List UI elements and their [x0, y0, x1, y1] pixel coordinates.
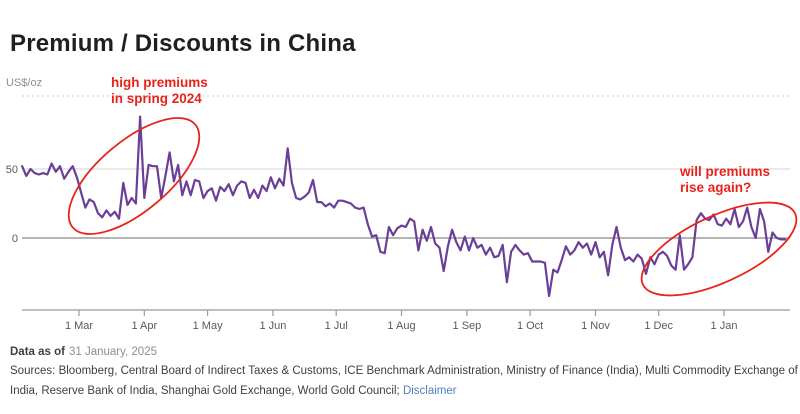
annotation-line: in spring 2024 [111, 91, 202, 106]
x-tick-label: 1 Mar [65, 320, 93, 332]
annotation-line: rise again? [680, 180, 752, 195]
chart-title: Premium / Discounts in China [10, 30, 356, 57]
annotation-line: high premiums [111, 75, 208, 90]
x-tick-label: 1 Apr [131, 320, 157, 332]
x-tick-label: 1 Nov [581, 320, 610, 332]
x-tick-label: 1 Aug [387, 320, 415, 332]
data-as-of-label: Data as of [10, 346, 65, 358]
y-tick-label: 0 [12, 233, 18, 245]
x-tick-label: 1 Oct [517, 320, 543, 332]
disclaimer-link[interactable]: Disclaimer [402, 385, 457, 397]
annotation-ellipse-dec-2024 [640, 201, 798, 297]
premium-series-line [21, 115, 787, 298]
x-tick-label: 1 Sep [453, 320, 482, 332]
data-as-of-date: 31 January, 2025 [68, 346, 157, 358]
x-tick-label: 1 Dec [644, 320, 673, 332]
annotation-will-premiums: will premiums rise again? [680, 164, 770, 196]
data-as-of: Data as of 31 January, 2025 [10, 346, 157, 358]
x-tick-label: 1 May [193, 320, 223, 332]
x-tick-label: 1 Jan [711, 320, 738, 332]
annotation-high-premiums: high premiums in spring 2024 [111, 75, 208, 107]
sources-line-1: Sources: Bloomberg, Central Board of Ind… [10, 365, 798, 377]
y-tick-label: 50 [6, 164, 18, 176]
sources-line-2: India, Reserve Bank of India, Shanghai G… [10, 385, 457, 397]
y-axis-unit-label: US$/oz [6, 77, 43, 89]
x-tick-label: 1 Jul [325, 320, 348, 332]
sources-line-2-text: India, Reserve Bank of India, Shanghai G… [10, 385, 403, 397]
annotation-ellipse-spring-2024 [67, 117, 201, 235]
x-tick-label: 1 Jun [259, 320, 286, 332]
annotation-line: will premiums [680, 164, 771, 179]
